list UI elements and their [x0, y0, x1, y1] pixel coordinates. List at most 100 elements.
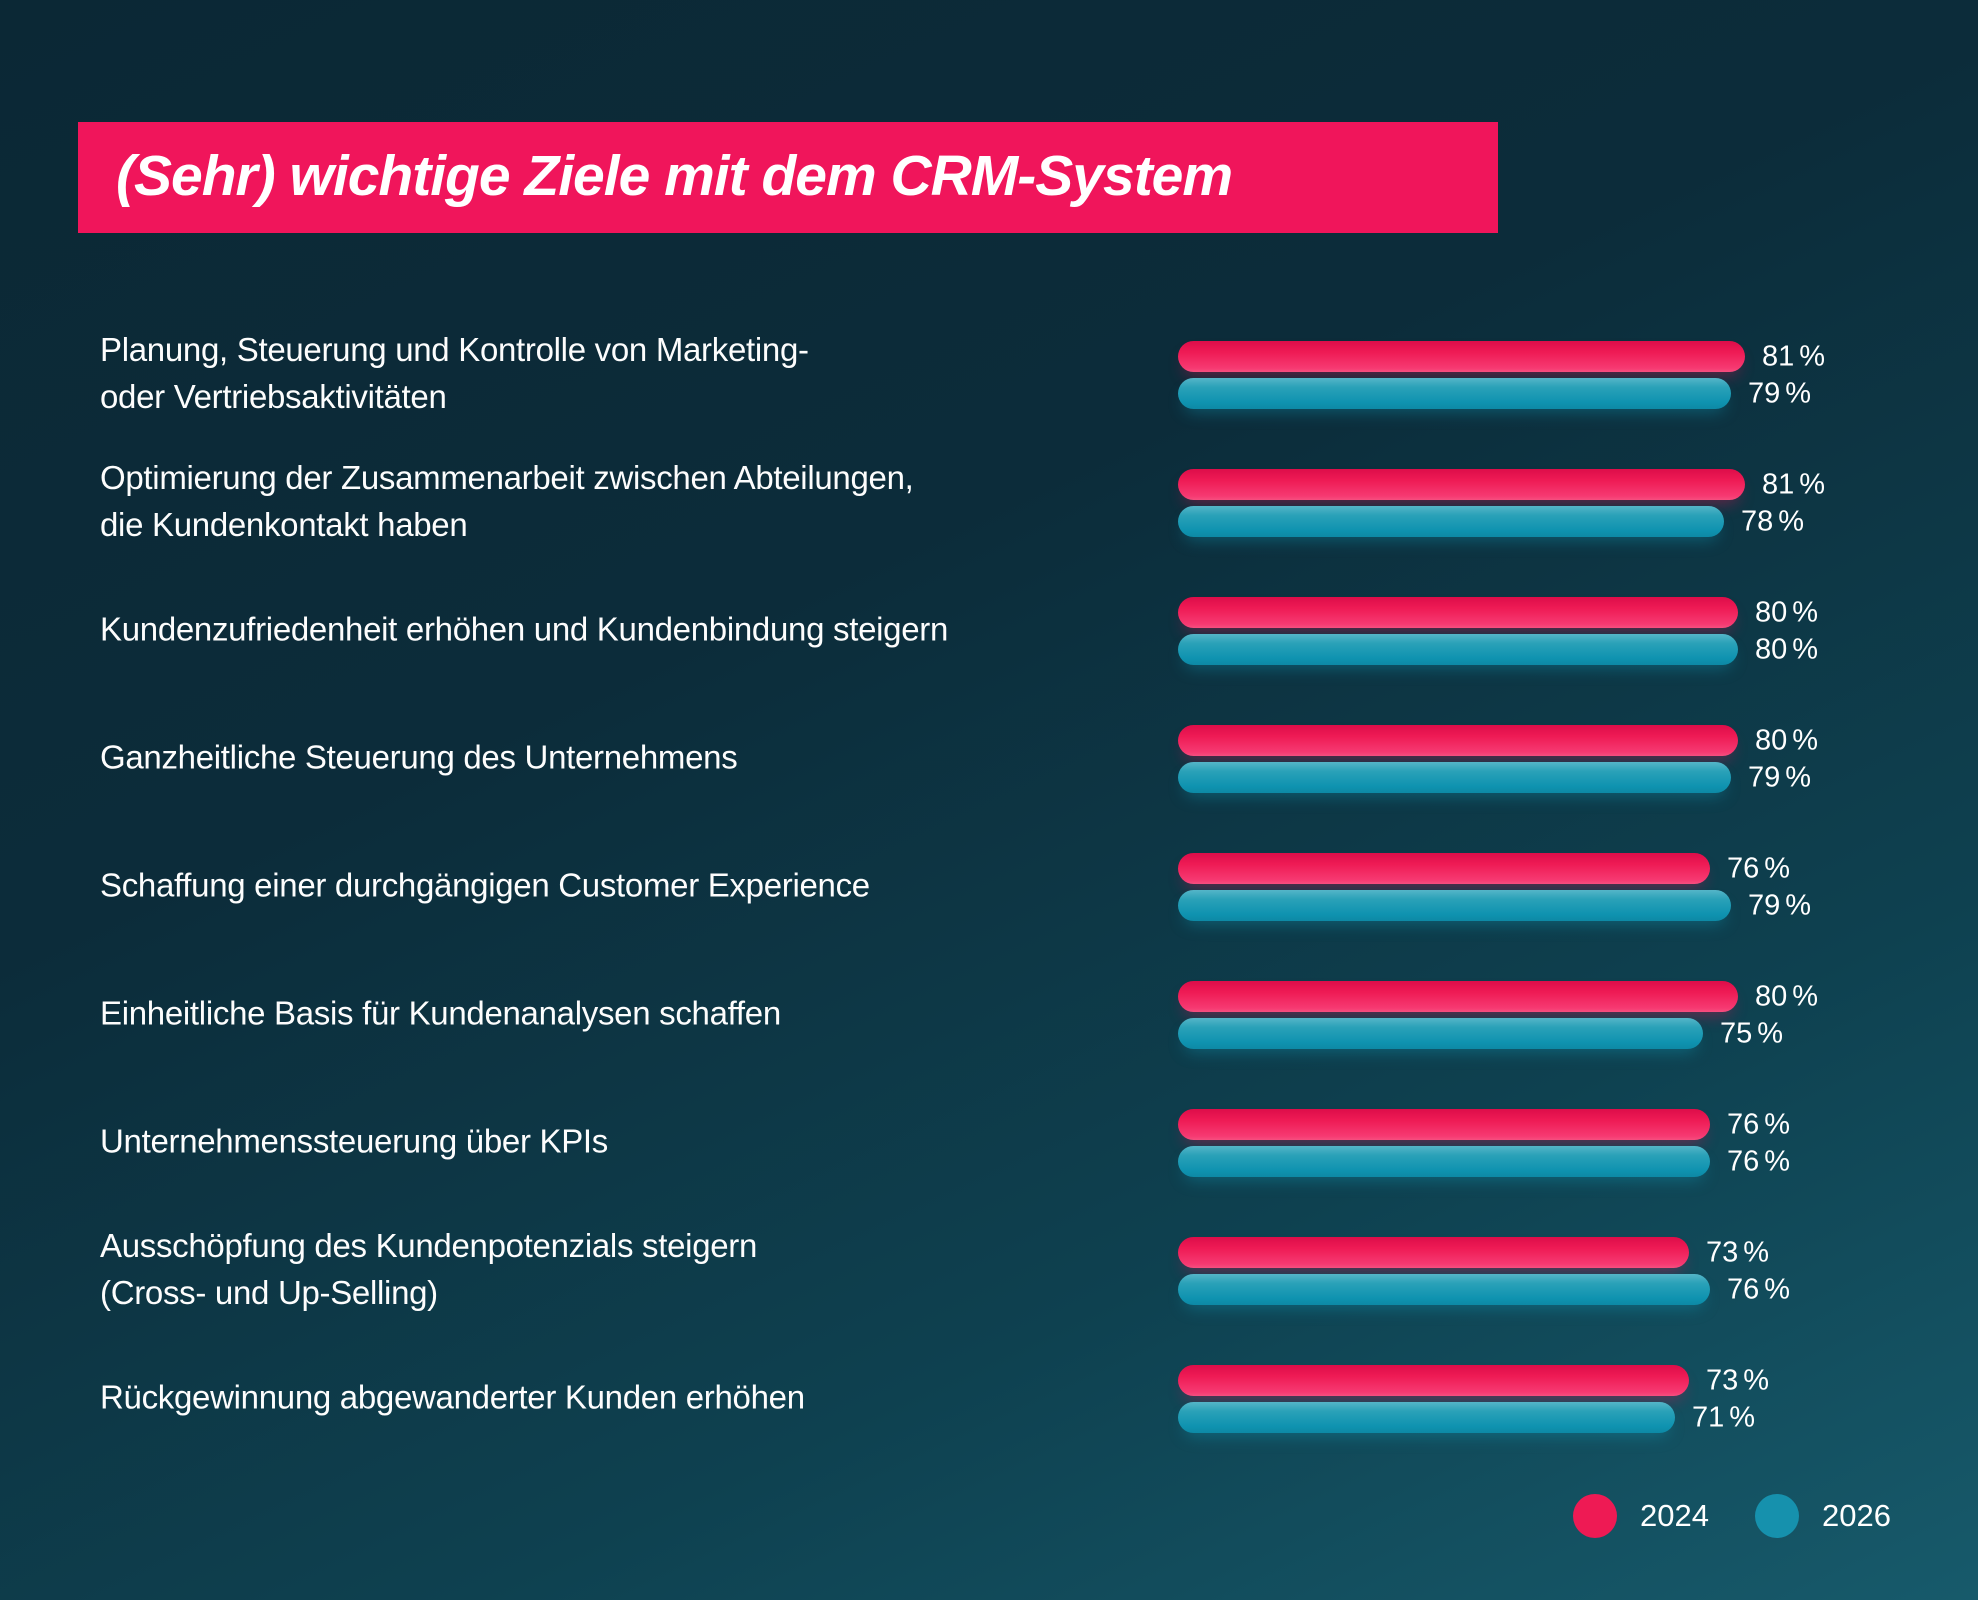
value-number: 73	[1706, 1364, 1739, 1396]
value-unit: %	[1785, 889, 1812, 921]
value-label-2026: 76%	[1727, 1145, 1790, 1178]
value-number: 81	[1762, 468, 1795, 500]
value-unit: %	[1757, 1017, 1784, 1049]
value-unit: %	[1785, 377, 1812, 409]
value-unit: %	[1764, 1145, 1791, 1177]
bar-group: 81% 79%	[1178, 340, 1825, 409]
bar-2026: 76%	[1178, 1273, 1790, 1305]
category-label: Ganzheitliche Steuerung des Unternehmens	[100, 738, 738, 776]
bar-2026: 79%	[1178, 761, 1811, 793]
category-label: Planung, Steuerung und Kontrolle von Mar…	[100, 331, 809, 415]
value-number: 79	[1748, 889, 1781, 921]
value-label-2024: 76%	[1727, 852, 1790, 885]
title-banner: (Sehr) wichtige Ziele mit dem CRM-System	[78, 122, 1498, 233]
value-unit: %	[1729, 1401, 1756, 1433]
bar-2026: 71%	[1178, 1401, 1755, 1433]
bar-2024: 81%	[1178, 340, 1825, 372]
value-label-2026: 79%	[1748, 377, 1811, 410]
value-label-2024: 81%	[1762, 340, 1825, 373]
value-number: 76	[1727, 852, 1760, 884]
value-number: 80	[1755, 596, 1788, 628]
value-number: 78	[1741, 505, 1774, 537]
value-unit: %	[1792, 724, 1819, 756]
bar-2026: 75%	[1178, 1017, 1783, 1049]
bar-group: 73% 71%	[1178, 1364, 1769, 1433]
value-number: 80	[1755, 980, 1788, 1012]
chart-row: Ganzheitliche Steuerung des Unternehmens…	[0, 724, 1978, 793]
bar-2026: 79%	[1178, 377, 1811, 409]
value-label-2024: 73%	[1706, 1236, 1769, 1269]
value-number: 71	[1692, 1401, 1725, 1433]
value-label-2026: 76%	[1727, 1273, 1790, 1306]
chart-row: Unternehmenssteuerung über KPIs 76% 76%	[0, 1108, 1978, 1177]
value-number: 79	[1748, 377, 1781, 409]
bar-2026: 80%	[1178, 633, 1818, 665]
value-label-2026: 79%	[1748, 761, 1811, 794]
value-label-2024: 80%	[1755, 724, 1818, 757]
value-number: 75	[1720, 1017, 1753, 1049]
value-unit: %	[1799, 340, 1826, 372]
bar-group: 80% 79%	[1178, 724, 1818, 793]
chart-row: Planung, Steuerung und Kontrolle von Mar…	[0, 331, 1978, 415]
value-label-2024: 76%	[1727, 1108, 1790, 1141]
bar-2024: 80%	[1178, 596, 1818, 628]
category-label: Kundenzufriedenheit erhöhen und Kundenbi…	[100, 610, 949, 648]
bar-2024: 76%	[1178, 1108, 1790, 1140]
bar-2024: 73%	[1178, 1236, 1769, 1268]
legend-item-2026: 2026	[1754, 1494, 1891, 1538]
value-unit: %	[1799, 468, 1826, 500]
legend-dot-2024	[1573, 1494, 1617, 1538]
value-number: 80	[1755, 633, 1788, 665]
bar-2026: 76%	[1178, 1145, 1790, 1177]
chart-legend: 2024 2026	[1573, 1494, 1891, 1538]
bar-group: 76% 76%	[1178, 1108, 1790, 1177]
chart-row: Kundenzufriedenheit erhöhen und Kundenbi…	[0, 596, 1978, 665]
value-number: 76	[1727, 1145, 1760, 1177]
value-unit: %	[1743, 1236, 1770, 1268]
value-unit: %	[1792, 633, 1819, 665]
legend-label: 2026	[1821, 1498, 1891, 1533]
value-label-2024: 73%	[1706, 1364, 1769, 1397]
value-label-2026: 78%	[1741, 505, 1804, 538]
value-label-2026: 71%	[1692, 1401, 1755, 1434]
legend-dot-2026	[1754, 1494, 1799, 1538]
value-unit: %	[1792, 596, 1819, 628]
category-label: Rückgewinnung abgewanderter Kunden erhöh…	[100, 1378, 805, 1416]
bar-group: 80% 75%	[1178, 980, 1818, 1049]
value-unit: %	[1785, 761, 1812, 793]
bar-2024: 80%	[1178, 980, 1818, 1012]
bar-2026: 78%	[1178, 505, 1804, 537]
chart-row: Ausschöpfung des Kundenpotenzials steige…	[0, 1227, 1978, 1311]
value-label-2026: 79%	[1748, 889, 1811, 922]
chart-row: Schaffung einer durchgängigen Customer E…	[0, 852, 1978, 921]
bar-2024: 73%	[1178, 1364, 1769, 1396]
chart-row: Rückgewinnung abgewanderter Kunden erhöh…	[0, 1364, 1978, 1433]
value-number: 73	[1706, 1236, 1739, 1268]
category-label: Ausschöpfung des Kundenpotenzials steige…	[100, 1227, 758, 1311]
chart-row: Optimierung der Zusammenarbeit zwischen …	[0, 459, 1978, 543]
value-label-2026: 75%	[1720, 1017, 1783, 1050]
category-label: Einheitliche Basis für Kundenanalysen sc…	[100, 994, 781, 1032]
bar-2024: 81%	[1178, 468, 1825, 500]
chart-row: Einheitliche Basis für Kundenanalysen sc…	[0, 980, 1978, 1049]
value-unit: %	[1764, 1273, 1791, 1305]
bar-group: 81% 78%	[1178, 468, 1825, 537]
bar-group: 73% 76%	[1178, 1236, 1790, 1305]
value-label-2024: 80%	[1755, 596, 1818, 629]
bar-2024: 76%	[1178, 852, 1790, 884]
value-number: 81	[1762, 340, 1795, 372]
category-label: Unternehmenssteuerung über KPIs	[100, 1122, 609, 1160]
value-unit: %	[1778, 505, 1805, 537]
legend-item-2024: 2024	[1573, 1494, 1709, 1538]
bar-2024: 80%	[1178, 724, 1818, 756]
value-label-2024: 81%	[1762, 468, 1825, 501]
bar-2026: 79%	[1178, 889, 1811, 921]
value-number: 80	[1755, 724, 1788, 756]
value-unit: %	[1764, 1108, 1791, 1140]
category-label: Schaffung einer durchgängigen Customer E…	[100, 866, 870, 904]
value-unit: %	[1792, 980, 1819, 1012]
value-unit: %	[1764, 852, 1791, 884]
value-label-2024: 80%	[1755, 980, 1818, 1013]
